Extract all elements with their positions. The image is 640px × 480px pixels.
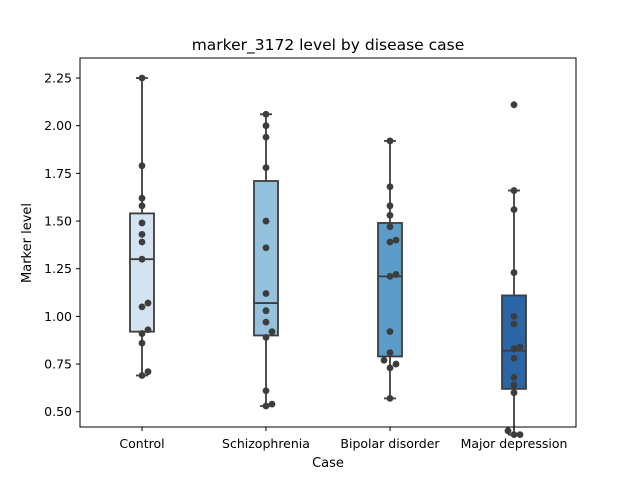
data-point — [386, 349, 394, 357]
data-point — [386, 183, 394, 191]
data-point — [386, 238, 394, 246]
data-point — [262, 307, 270, 315]
data-point — [386, 223, 394, 231]
y-tick-label: 0.75 — [44, 357, 72, 372]
data-point — [386, 211, 394, 219]
data-point — [386, 364, 394, 372]
data-point — [144, 299, 152, 307]
data-point — [262, 290, 270, 297]
data-point — [262, 387, 270, 395]
data-point — [510, 269, 518, 276]
data-point — [516, 343, 524, 351]
data-point — [386, 137, 394, 145]
data-point — [510, 389, 518, 397]
data-point — [510, 206, 518, 214]
data-point — [510, 320, 518, 328]
plot-content: 0.50 0.75 1.00 1.25 1.50 1.75 2.00 2.25 Control S… — [44, 71, 567, 451]
data-point — [386, 202, 394, 210]
plot-frame — [79, 57, 577, 428]
data-point — [262, 122, 270, 130]
x-axis-label: Case — [312, 456, 344, 471]
data-point — [262, 133, 270, 141]
data-point — [138, 74, 146, 82]
y-tick-label: 1.25 — [44, 261, 72, 276]
data-point — [386, 328, 394, 336]
data-point — [262, 333, 270, 341]
y-tick-label: 1.50 — [44, 214, 72, 229]
y-tick-label: 1.75 — [44, 166, 72, 181]
data-point — [510, 381, 518, 389]
data-point — [510, 431, 518, 439]
data-point — [138, 162, 146, 170]
data-point — [510, 101, 518, 109]
data-point — [138, 303, 146, 311]
data-point — [138, 238, 146, 246]
x-tick-label: Bipolar disorder — [340, 436, 440, 451]
data-point — [138, 372, 146, 379]
data-point — [392, 271, 400, 278]
data-point — [138, 202, 146, 210]
data-point — [268, 400, 276, 408]
y-axis-label: Marker level — [20, 203, 35, 283]
data-point — [268, 328, 276, 336]
y-tick-label: 0.50 — [44, 404, 72, 419]
x-tick-label: Major depression — [461, 436, 568, 451]
data-point — [262, 217, 270, 225]
data-point — [386, 272, 394, 280]
data-point — [262, 318, 270, 326]
data-point — [386, 394, 394, 402]
data-point — [144, 368, 152, 376]
data-point — [262, 110, 270, 118]
y-tick-label: 2.25 — [44, 71, 72, 86]
x-tick-label: Control — [119, 436, 164, 451]
data-point — [262, 164, 270, 172]
data-point — [510, 354, 518, 362]
data-point — [262, 244, 270, 252]
data-point — [138, 194, 146, 202]
data-point — [510, 374, 518, 381]
data-point — [510, 187, 518, 194]
data-point — [138, 219, 146, 227]
data-point — [138, 339, 146, 347]
data-point — [392, 236, 400, 244]
data-point — [510, 312, 518, 320]
chart-title: marker_3172 level by disease case — [192, 36, 465, 55]
x-tick-label: Schizophrenia — [222, 436, 310, 451]
data-point — [504, 427, 512, 435]
data-point — [380, 356, 388, 364]
y-tick-label: 2.00 — [44, 118, 72, 133]
data-point — [516, 431, 524, 439]
data-point — [138, 330, 146, 337]
data-point — [144, 326, 152, 334]
data-point — [138, 230, 146, 238]
data-point — [510, 345, 518, 353]
data-point — [262, 402, 270, 410]
data-point — [138, 255, 146, 263]
box-iqr — [501, 294, 527, 390]
data-point — [392, 360, 400, 368]
y-tick-label: 1.00 — [44, 309, 72, 324]
